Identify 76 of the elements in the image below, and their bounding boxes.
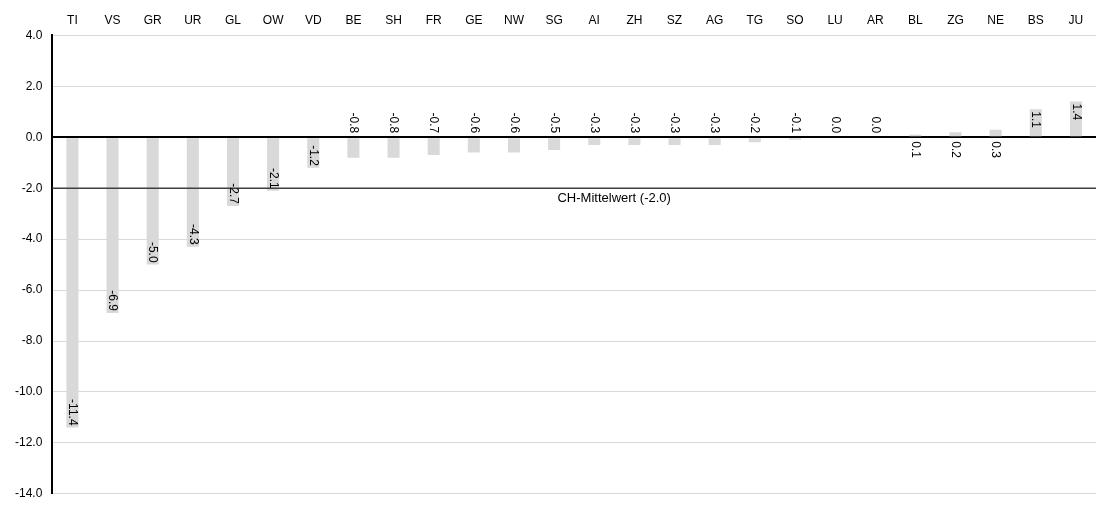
data-label: -11.4: [66, 399, 81, 426]
y-tick-label: -8.0: [21, 333, 43, 348]
bar: [708, 138, 721, 145]
y-tick-label: -10.0: [14, 384, 43, 399]
bar: [387, 138, 400, 158]
bar: [347, 138, 360, 158]
y-tick-label: 4.0: [25, 27, 43, 42]
x-tick-label: LU: [827, 12, 843, 27]
x-tick-label: GE: [465, 12, 483, 27]
x-tick-label: SZ: [666, 12, 683, 27]
x-tick-label: ZH: [626, 12, 643, 27]
data-label: -0.3: [708, 112, 723, 134]
x-tick-label: SO: [786, 12, 804, 27]
bar: [548, 138, 561, 150]
x-tick-label: TG: [746, 12, 764, 27]
y-tick-label: -2.0: [21, 180, 43, 195]
x-tick-label: UR: [184, 12, 202, 27]
data-label: -0.7: [427, 112, 442, 134]
data-label: -2.1: [266, 168, 281, 190]
data-label: 0.2: [949, 141, 964, 159]
data-label: -0.1: [788, 112, 803, 134]
y-tick-label: -12.0: [14, 435, 43, 450]
x-tick-label: AR: [866, 12, 884, 27]
bar: [748, 138, 761, 143]
data-label: -0.8: [347, 112, 362, 134]
x-tick-label: VD: [304, 12, 322, 27]
data-label: -0.5: [547, 112, 562, 134]
data-label: -2.7: [226, 183, 241, 205]
x-tick-label: GR: [143, 12, 163, 27]
bar: [588, 138, 601, 145]
y-tick-label: 2.0: [25, 78, 43, 93]
data-label: -1.2: [306, 145, 321, 167]
x-tick-label: AG: [706, 12, 724, 27]
x-tick-label: OW: [262, 12, 285, 27]
x-tick-label: ZG: [947, 12, 964, 27]
data-label: -0.3: [628, 112, 643, 134]
data-label: -6.9: [106, 290, 121, 312]
y-tick-label: 0.0: [25, 129, 43, 144]
data-label: 0.1: [909, 141, 924, 159]
x-tick-label: BL: [908, 12, 924, 27]
data-label: -4.3: [186, 224, 201, 246]
data-label: 0.0: [868, 116, 883, 134]
data-label: 1.4: [1069, 103, 1084, 121]
bar: [668, 138, 681, 145]
y-tick-label: -14.0: [14, 486, 43, 501]
x-tick-label: AI: [588, 12, 600, 27]
y-tick-label: -4.0: [21, 231, 43, 246]
data-label: 0.0: [828, 116, 843, 134]
x-tick-label: BE: [345, 12, 362, 27]
x-tick-label: FR: [425, 12, 443, 27]
bar: [949, 132, 962, 137]
x-tick-label: NE: [987, 12, 1004, 27]
data-label: -0.3: [587, 112, 602, 134]
x-tick-label: GL: [224, 12, 242, 27]
bar: [628, 138, 641, 145]
bar: [507, 138, 520, 153]
data-label: -5.0: [146, 241, 161, 263]
data-label: -0.6: [507, 112, 522, 134]
x-tick-label: NW: [503, 12, 525, 27]
bar: [427, 138, 440, 156]
data-label: -0.3: [668, 112, 683, 134]
data-label: -0.2: [748, 112, 763, 134]
x-tick-label: SH: [385, 12, 402, 27]
data-label: 1.1: [1029, 111, 1044, 129]
bar: [467, 138, 480, 153]
x-tick-label: BS: [1027, 12, 1044, 27]
data-label: 0.3: [989, 141, 1004, 159]
x-tick-label: TI: [67, 12, 78, 27]
x-tick-label: JU: [1068, 12, 1084, 27]
x-tick-label: SG: [545, 12, 563, 27]
bar: [989, 129, 1002, 137]
y-tick-label: -6.0: [21, 282, 43, 297]
ref-line-label: CH-Mittelwert (-2.0): [557, 190, 671, 206]
x-tick-label: VS: [104, 12, 121, 27]
data-label: -0.6: [467, 112, 482, 134]
data-label: -0.8: [387, 112, 402, 134]
